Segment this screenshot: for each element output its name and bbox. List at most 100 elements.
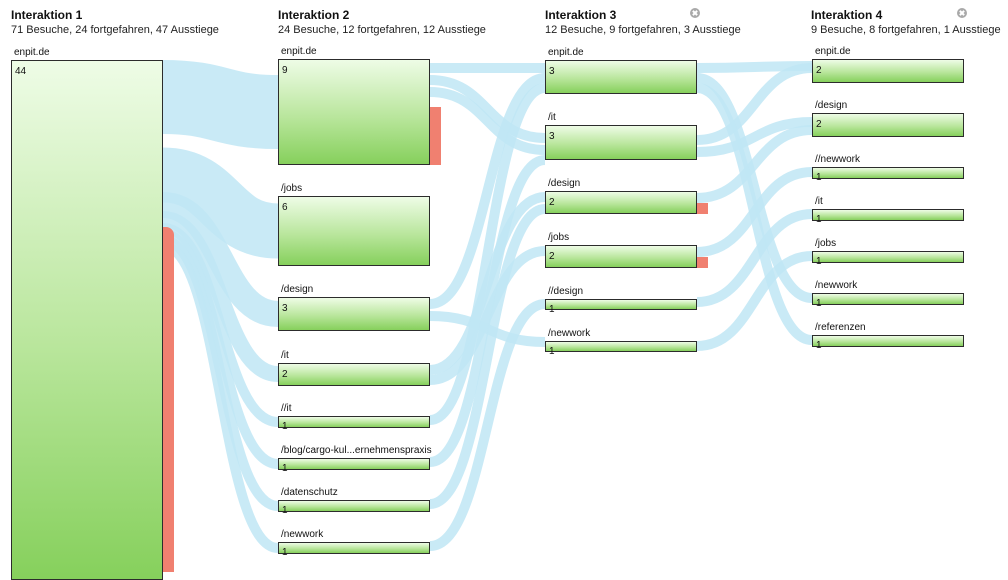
page-node[interactable]: 2 [812, 59, 964, 83]
page-node[interactable]: 1 [545, 299, 697, 315]
node-label: /jobs [548, 232, 570, 243]
node-count: 9 [282, 65, 288, 76]
column-title: Interaktion 2 [278, 8, 350, 22]
exit-indicator[interactable] [430, 107, 441, 165]
column-stats: 24 Besuche, 12 fortgefahren, 12 Ausstieg… [278, 24, 486, 36]
node-count: 2 [816, 119, 822, 130]
flow-link[interactable] [429, 192, 546, 375]
node-label: //newwork [815, 154, 861, 165]
node-count: 2 [282, 369, 288, 380]
page-node[interactable]: 6 [278, 196, 430, 266]
column-header-3: Interaktion 3 12 Besuche, 9 fortgefahren… [545, 7, 741, 37]
page-node[interactable]: 2 [812, 113, 964, 137]
flow-link[interactable] [429, 87, 546, 155]
node-count: 1 [282, 505, 288, 516]
node-label: /datenschutz [281, 487, 338, 498]
node-count: 1 [816, 340, 822, 351]
node-label: /newwork [281, 529, 324, 540]
node-label: //it [281, 403, 292, 414]
remove-column-4-close-icon[interactable] [957, 8, 967, 18]
flow-link[interactable] [429, 73, 546, 309]
flow-link[interactable] [696, 125, 813, 203]
exit-indicator[interactable] [163, 227, 174, 572]
node-label: enpit.de [548, 47, 584, 58]
exit-indicator[interactable] [697, 257, 708, 268]
column-title: Interaktion 1 [11, 8, 83, 22]
page-node[interactable]: 1 [278, 500, 430, 516]
node-count: 3 [282, 303, 288, 314]
page-node[interactable]: 3 [545, 60, 697, 94]
node-label: /it [815, 196, 823, 207]
flow-link[interactable] [696, 73, 813, 303]
node-count: 3 [549, 66, 555, 77]
page-node[interactable]: 1 [278, 458, 430, 474]
flow-link[interactable] [161, 147, 280, 259]
node-count: 2 [549, 251, 555, 262]
page-node[interactable]: 3 [545, 125, 697, 160]
page-node[interactable]: 1 [812, 251, 964, 267]
node-count: 1 [549, 346, 555, 357]
flow-link[interactable] [161, 211, 280, 382]
page-node[interactable]: 44 [11, 60, 163, 580]
node-label: enpit.de [14, 47, 50, 58]
column-stats: 12 Besuche, 9 fortgefahren, 3 Ausstiege [545, 24, 741, 36]
node-count: 1 [282, 547, 288, 558]
flow-link[interactable] [696, 209, 813, 307]
page-node[interactable]: 9 [278, 59, 430, 165]
node-label: /referenzen [815, 322, 866, 333]
page-node[interactable]: 1 [812, 167, 964, 183]
page-node[interactable]: 2 [545, 191, 697, 214]
flow-link[interactable] [162, 60, 279, 149]
node-count: 1 [549, 304, 555, 315]
flow-link[interactable] [428, 204, 547, 509]
flow-link[interactable] [696, 251, 813, 351]
node-count: 1 [816, 298, 822, 309]
flow-link[interactable] [428, 155, 547, 467]
flow-link[interactable] [162, 223, 279, 427]
node-label: /blog/cargo-kul...ernehmenspraxis [281, 445, 432, 456]
column-header-2: Interaktion 2 24 Besuche, 12 fortgefahre… [278, 7, 486, 37]
node-label: //design [548, 286, 584, 297]
node-count: 3 [549, 131, 555, 142]
node-label: /design [548, 178, 581, 189]
page-node[interactable]: 2 [545, 245, 697, 268]
node-label: enpit.de [815, 46, 851, 57]
flow-link[interactable] [161, 241, 280, 553]
flow-link[interactable] [429, 75, 546, 143]
remove-column-3-close-icon[interactable] [690, 8, 700, 18]
page-node[interactable]: 1 [812, 293, 964, 309]
node-count: 2 [816, 65, 822, 76]
node-count: 1 [816, 214, 822, 225]
node-label: /it [281, 350, 289, 361]
exit-indicator[interactable] [697, 203, 708, 214]
column-title: Interaktion 4 [811, 8, 883, 22]
flow-link[interactable] [161, 192, 280, 327]
column-header-4: Interaktion 4 9 Besuche, 8 fortgefahren,… [811, 7, 1001, 37]
page-node[interactable]: 1 [278, 542, 430, 558]
node-count: 1 [282, 421, 288, 432]
node-count: 1 [816, 256, 822, 267]
node-label: /design [815, 100, 848, 111]
node-label: /newwork [815, 280, 858, 291]
flow-link[interactable] [429, 299, 546, 551]
page-node[interactable]: 1 [545, 341, 697, 357]
node-count: 1 [282, 463, 288, 474]
node-label: /newwork [548, 328, 591, 339]
flow-link[interactable] [428, 83, 547, 425]
node-label: /jobs [281, 183, 303, 194]
node-count: 2 [549, 197, 555, 208]
page-node[interactable]: 1 [812, 335, 964, 351]
node-label: /it [548, 112, 556, 123]
page-node[interactable]: 1 [812, 209, 964, 225]
column-header-1: Interaktion 1 71 Besuche, 24 fortgefahre… [11, 7, 219, 37]
flow-link[interactable] [696, 83, 813, 345]
page-node[interactable]: 2 [278, 363, 430, 386]
page-node[interactable]: 1 [278, 416, 430, 432]
node-count: 1 [816, 172, 822, 183]
flow-link[interactable] [696, 63, 813, 145]
page-node[interactable]: 3 [278, 297, 430, 331]
flow-link[interactable] [696, 117, 813, 157]
node-label: /design [281, 284, 314, 295]
node-label: /jobs [815, 238, 837, 249]
